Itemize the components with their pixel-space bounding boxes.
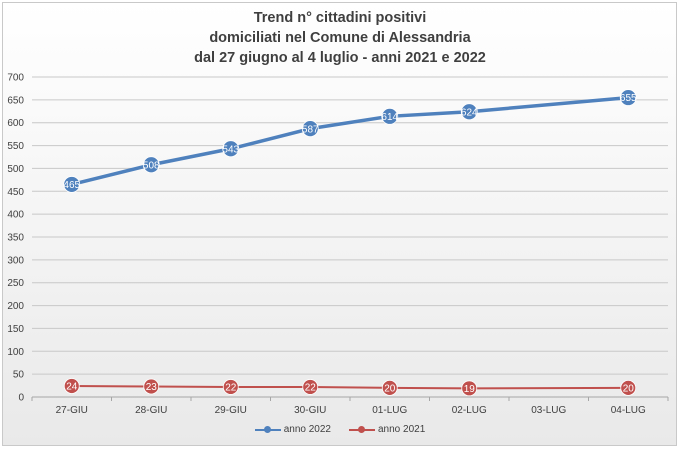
chart-title-line-3: dal 27 giugno al 4 luglio - anni 2021 e …: [194, 50, 486, 66]
y-tick-label: 400: [7, 210, 24, 221]
data-label: 508: [143, 160, 160, 171]
chart-title-line-2: domiciliati nel Comune di Alessandria: [209, 30, 471, 46]
y-tick-label: 200: [7, 301, 24, 312]
y-tick-label: 100: [7, 347, 24, 358]
data-point: [302, 379, 319, 395]
legend-item-2021: anno 2021: [349, 424, 425, 435]
x-tick-label: 03-LUG: [531, 405, 566, 416]
data-label: 22: [225, 383, 237, 394]
y-tick-label: 250: [7, 278, 24, 289]
data-point: [301, 120, 319, 138]
legend-label-2022: anno 2022: [283, 424, 331, 435]
data-label: 20: [384, 383, 396, 394]
legend: anno 2022 anno 2021: [0, 424, 680, 435]
data-point: [142, 156, 160, 174]
y-tick-label: 350: [7, 233, 24, 244]
data-point: [619, 89, 637, 106]
y-tick-label: 50: [13, 370, 25, 381]
data-label: 587: [302, 124, 319, 135]
data-point: [222, 379, 239, 395]
data-point: [461, 380, 478, 397]
data-label: 19: [464, 384, 476, 395]
data-label: 614: [381, 112, 398, 123]
data-point: [620, 379, 637, 396]
legend-swatch-2022: [254, 425, 281, 435]
x-tick-label: 30-GIU: [294, 405, 326, 416]
legend-item-2022: anno 2022: [254, 424, 331, 435]
data-label: 24: [66, 382, 78, 393]
y-tick-label: 600: [7, 118, 24, 129]
chart-title: Trend n° cittadini positivi domiciliati …: [0, 8, 680, 68]
data-label: 23: [146, 382, 158, 393]
data-point: [381, 107, 399, 125]
data-label: 543: [222, 144, 239, 155]
data-point: [143, 378, 160, 395]
y-tick-label: 0: [18, 393, 24, 404]
y-tick-label: 500: [7, 164, 24, 175]
x-tick-label: 04-LUG: [611, 405, 646, 416]
y-tick-label: 650: [7, 95, 24, 106]
y-tick-label: 150: [7, 324, 24, 335]
legend-label-2021: anno 2021: [378, 424, 426, 435]
chart-title-line-1: Trend n° cittadini positivi: [253, 10, 427, 26]
x-tick-label: 02-LUG: [452, 405, 487, 416]
y-tick-label: 300: [7, 255, 24, 266]
x-tick-label: 01-LUG: [372, 405, 407, 416]
data-label: 22: [305, 383, 317, 394]
y-tick-label: 700: [7, 73, 24, 84]
data-point: [63, 176, 81, 193]
data-label: 20: [623, 383, 635, 394]
x-tick-label: 28-GIU: [135, 405, 167, 416]
legend-swatch-2021: [349, 425, 375, 435]
y-tick-label: 550: [7, 141, 24, 152]
x-tick-label: 27-GIU: [56, 405, 88, 416]
x-tick-label: 29-GIU: [215, 405, 247, 416]
data-label: 465: [63, 180, 80, 191]
data-point: [460, 103, 478, 121]
data-label: 655: [620, 93, 637, 104]
data-point: [222, 140, 240, 158]
data-point: [63, 378, 80, 394]
data-point: [381, 379, 398, 396]
data-label: 624: [461, 107, 478, 118]
y-tick-label: 450: [7, 187, 24, 198]
